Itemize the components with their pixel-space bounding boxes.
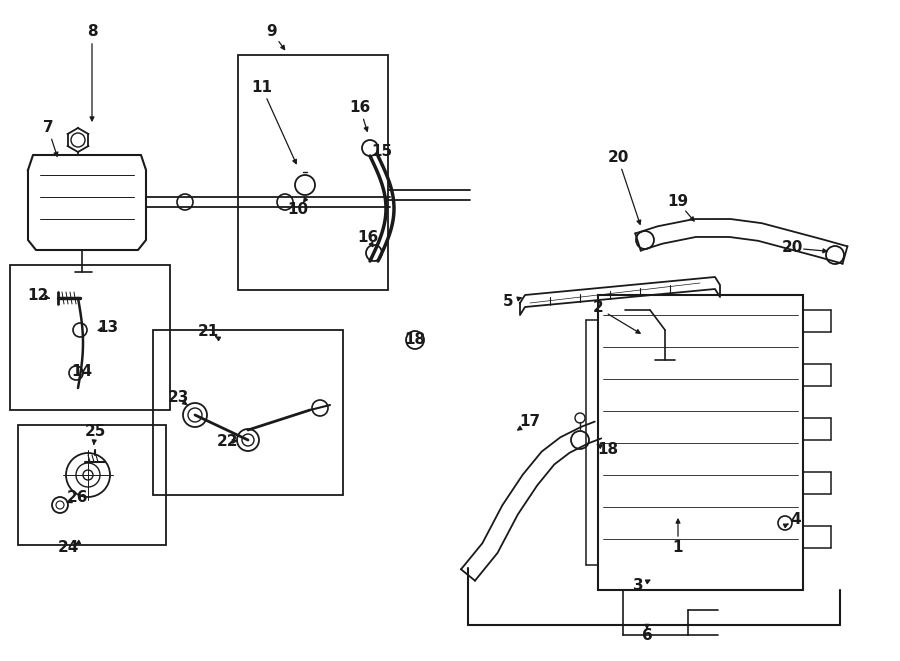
Text: 18: 18 — [598, 442, 618, 457]
Text: 24: 24 — [58, 541, 78, 555]
Text: 7: 7 — [42, 120, 53, 136]
Bar — [10, 265, 170, 410]
Bar — [153, 330, 343, 495]
Text: 5: 5 — [503, 295, 513, 309]
Text: 22: 22 — [217, 434, 239, 449]
Text: 25: 25 — [85, 424, 105, 440]
Text: 21: 21 — [197, 325, 219, 340]
Bar — [18, 425, 166, 545]
Text: 4: 4 — [791, 512, 801, 527]
Text: 10: 10 — [287, 202, 309, 217]
Text: 11: 11 — [251, 81, 273, 95]
Text: 20: 20 — [781, 241, 803, 256]
Text: 20: 20 — [608, 151, 629, 165]
Bar — [598, 295, 803, 590]
Text: 16: 16 — [357, 231, 379, 245]
Text: 13: 13 — [97, 321, 119, 336]
Text: 1: 1 — [673, 541, 683, 555]
Text: 26: 26 — [68, 490, 89, 506]
Text: 12: 12 — [27, 288, 49, 303]
Text: 3: 3 — [633, 578, 643, 594]
Text: 8: 8 — [86, 24, 97, 40]
Text: 2: 2 — [592, 301, 603, 315]
Text: 9: 9 — [266, 24, 277, 40]
Text: 23: 23 — [167, 391, 189, 405]
Text: 17: 17 — [519, 414, 541, 430]
Text: 19: 19 — [668, 194, 688, 210]
Text: 18: 18 — [404, 332, 426, 348]
Text: 15: 15 — [372, 145, 392, 159]
Bar — [238, 55, 388, 290]
Text: 6: 6 — [642, 629, 652, 644]
Text: 16: 16 — [349, 100, 371, 116]
Text: 14: 14 — [71, 364, 93, 379]
